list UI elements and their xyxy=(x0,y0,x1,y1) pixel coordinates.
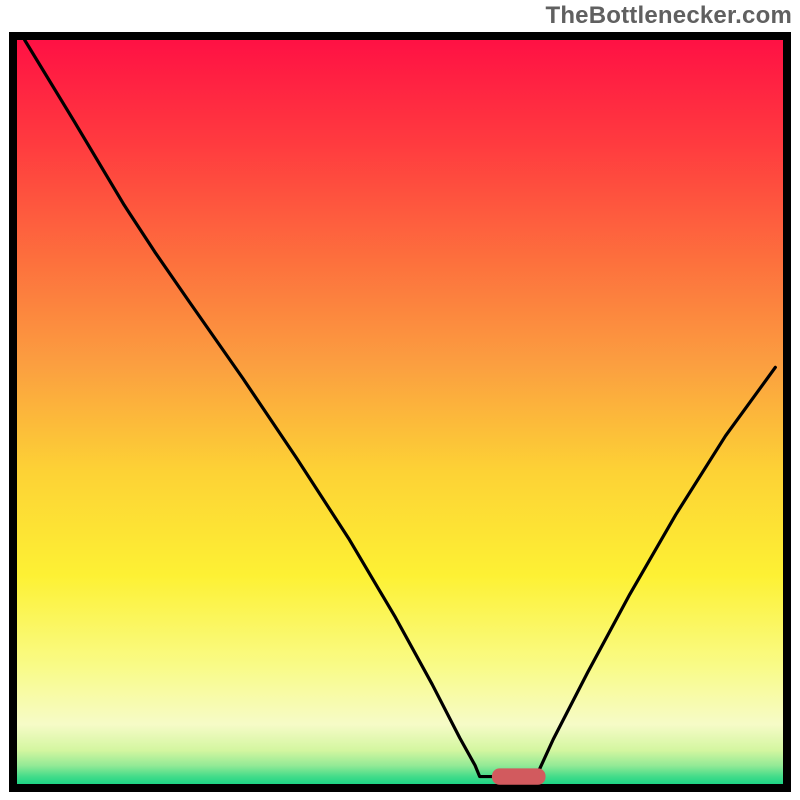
bottleneck-chart-svg xyxy=(0,0,800,800)
watermark-label: TheBottlenecker.com xyxy=(545,2,792,30)
chart-root: TheBottlenecker.com xyxy=(0,0,800,800)
optimum-marker xyxy=(492,768,546,784)
plot-background-gradient xyxy=(17,40,783,784)
